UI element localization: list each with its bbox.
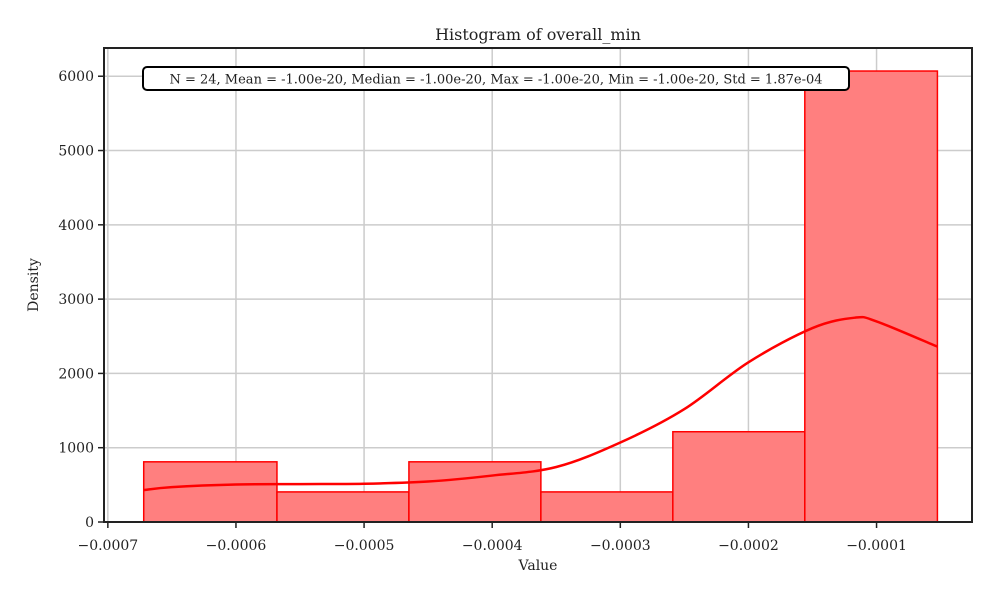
x-tick-label: −0.0005 [334,538,395,554]
x-tick-label: −0.0006 [206,538,267,554]
y-tick-label: 5000 [58,144,94,160]
y-tick-label: 2000 [58,366,94,382]
histogram-bar [672,430,806,523]
histogram-bar [276,491,410,523]
x-tick-label: −0.0002 [718,538,779,554]
x-tick-label: −0.0007 [77,538,138,554]
histogram-bar [540,491,674,523]
y-tick-label: 0 [85,515,94,531]
y-tick-label: 1000 [58,441,94,457]
ticks: −0.0007 −0.0006 −0.0005 −0.0004 −0.0003 −0.00… [58,69,907,554]
plot-frame [103,47,973,523]
y-tick-label: 3000 [58,292,94,308]
histogram-bar [408,461,542,523]
x-tick-label: −0.0004 [462,538,523,554]
y-tick-label: 4000 [58,218,94,234]
histogram-bars [142,70,939,523]
histogram-bar [142,461,278,523]
stats-box-frame [142,66,850,91]
x-tick-label: −0.0001 [846,538,907,554]
x-tick-label: −0.0003 [590,538,651,554]
chart-title: Histogram of overall_min [435,25,641,44]
x-axis-label: Value [518,558,558,574]
stats-box: N = 24, Mean = -1.00e-20, Median = -1.00… [142,66,850,91]
stats-annotation: N = 24, Mean = -1.00e-20, Median = -1.00… [169,73,822,88]
histogram-bar [804,70,939,523]
kde-curve [143,315,938,492]
y-axis-label: Density [26,258,42,312]
axes [103,47,973,523]
y-tick-label: 6000 [58,69,94,85]
